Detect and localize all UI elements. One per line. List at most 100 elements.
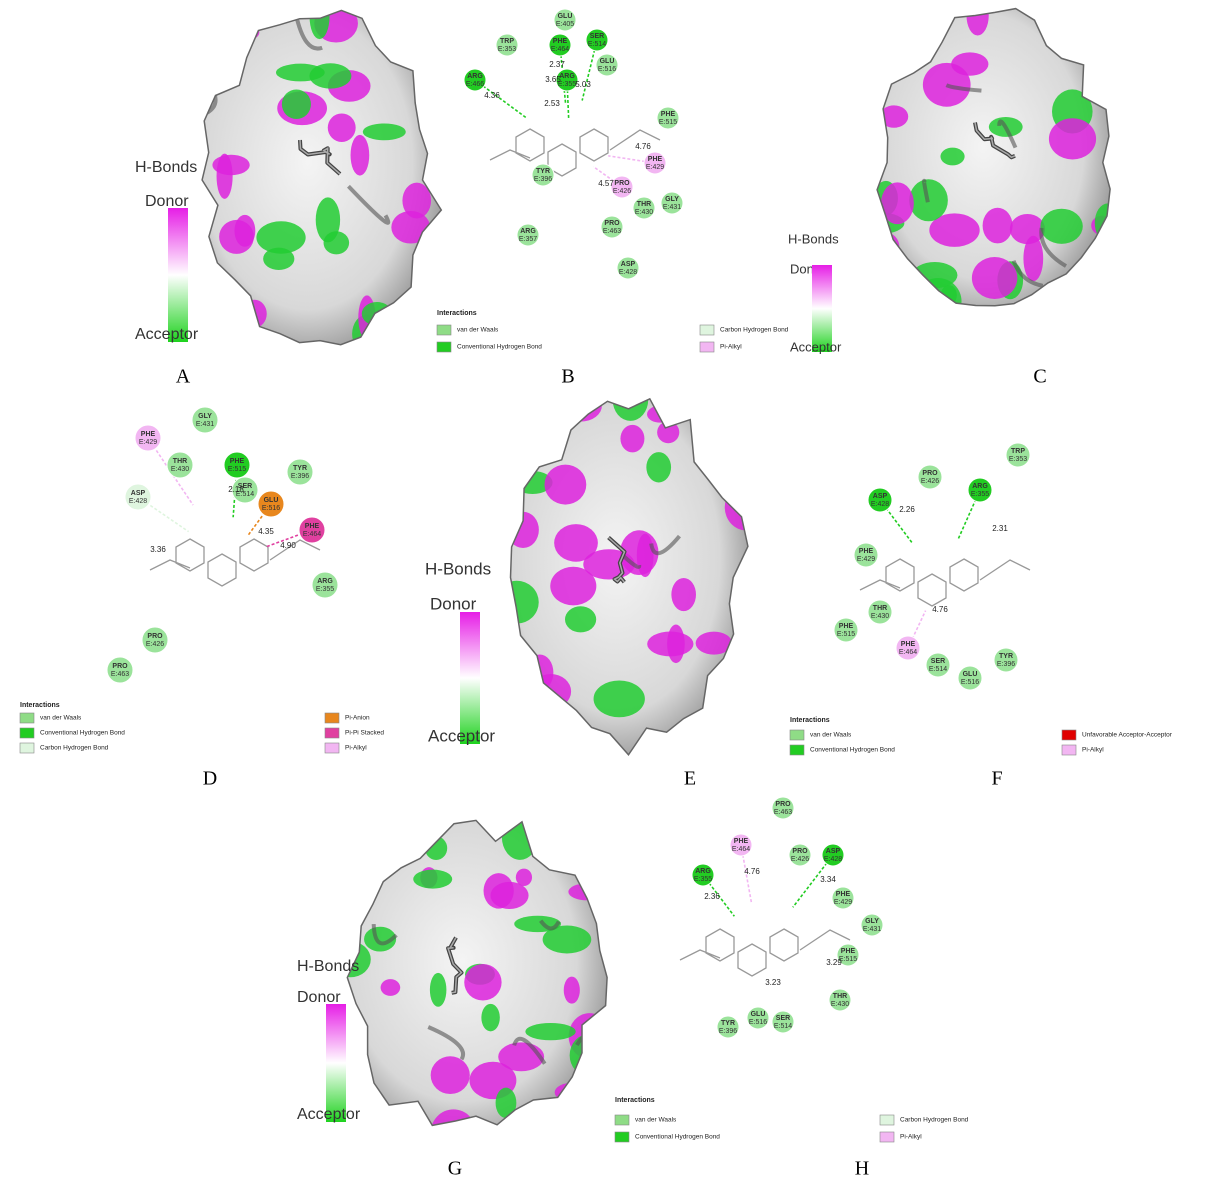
surface-patch bbox=[1049, 118, 1096, 159]
distance-label: 3.34 bbox=[820, 875, 836, 884]
legend-label: Unfavorable Acceptor-Acceptor bbox=[1082, 732, 1173, 739]
surface-ridge bbox=[222, 48, 243, 56]
hbond-legend-acceptor: Acceptor bbox=[428, 726, 495, 745]
panel-label: F bbox=[991, 768, 1002, 790]
residue-name: ARG bbox=[520, 228, 536, 235]
panel-label: B bbox=[561, 366, 574, 388]
surface-patch bbox=[1023, 236, 1043, 281]
residue-chain: E:405 bbox=[556, 21, 574, 28]
residue-chain: E:464 bbox=[899, 649, 917, 656]
residue-chain: E:429 bbox=[646, 164, 664, 171]
residue-chain: E:514 bbox=[588, 41, 606, 48]
residue-chain: E:463 bbox=[111, 671, 129, 678]
hbond-gradient bbox=[168, 208, 188, 342]
residue-chain: E:426 bbox=[146, 641, 164, 648]
residue-chain: E:426 bbox=[613, 188, 631, 195]
surface-patch bbox=[282, 89, 311, 119]
surface-patch bbox=[351, 135, 370, 176]
residue-chain: E:516 bbox=[598, 66, 616, 73]
ligand-skeleton bbox=[680, 929, 850, 976]
residue-name: PHE bbox=[836, 891, 851, 898]
legend-swatch bbox=[20, 713, 34, 723]
surface-ridge bbox=[734, 399, 749, 428]
hbond-legend-donor: Donor bbox=[297, 989, 341, 1006]
surface-patch bbox=[425, 836, 447, 860]
distance-label: 4.90 bbox=[280, 541, 296, 550]
residue-chain: E:431 bbox=[196, 421, 214, 428]
surface-patch bbox=[518, 717, 570, 753]
surface-patch bbox=[620, 425, 644, 453]
surface-patch bbox=[583, 549, 634, 579]
residue-chain: E:463 bbox=[603, 228, 621, 235]
surface-patch bbox=[430, 973, 447, 1007]
surface-patch bbox=[897, 0, 913, 43]
distance-label: 2.36 bbox=[704, 892, 720, 901]
surface-patch bbox=[404, 300, 445, 347]
legend-label: Pi-Pi Stacked bbox=[345, 730, 384, 737]
surface-patch bbox=[484, 873, 514, 909]
surface-ridge bbox=[469, 503, 510, 507]
distance-label: 4.36 bbox=[484, 91, 500, 100]
residue-chain: E:355 bbox=[694, 876, 712, 883]
surface-patch bbox=[510, 1130, 533, 1146]
figure: H-BondsDonorAcceptorAH-BondsDonorAccepto… bbox=[0, 0, 1225, 1180]
surface-patch bbox=[371, 325, 404, 347]
distance-label: 4.35 bbox=[258, 527, 274, 536]
residue-chain: E:353 bbox=[498, 46, 516, 53]
residue-name: THR bbox=[637, 201, 651, 208]
protein-surface bbox=[856, 0, 1121, 326]
distance-label: 3.29 bbox=[826, 958, 842, 967]
surface-patch bbox=[502, 814, 538, 860]
surface-patch bbox=[647, 632, 693, 657]
surface-patch bbox=[514, 437, 531, 484]
legend-swatch bbox=[325, 728, 339, 738]
residue-name: TYR bbox=[293, 465, 307, 472]
surface-patch bbox=[526, 654, 553, 690]
hbond-gradient bbox=[326, 1004, 346, 1122]
distance-label: 3.23 bbox=[765, 978, 781, 987]
surface-patch bbox=[548, 800, 594, 844]
surface-patch bbox=[207, 21, 259, 44]
legend-label: van der Waals bbox=[40, 715, 82, 722]
surface-patch bbox=[363, 123, 406, 140]
residue-name: PRO bbox=[792, 848, 808, 855]
residue-name: THR bbox=[873, 605, 887, 612]
surface-patch bbox=[583, 819, 608, 840]
residue-name: PHE bbox=[841, 948, 856, 955]
surface-ridge bbox=[204, 34, 223, 79]
surface-patch bbox=[484, 676, 533, 717]
residue-chain: E:428 bbox=[824, 856, 842, 863]
distance-label: 4.57 bbox=[598, 179, 614, 188]
residue-name: SER bbox=[776, 1015, 790, 1022]
residue-chain: E:516 bbox=[262, 505, 280, 512]
residue-chain: E:463 bbox=[774, 809, 792, 816]
residue-chain: E:464 bbox=[303, 531, 321, 538]
residue-chain: E:429 bbox=[857, 556, 875, 563]
residue-name: TYR bbox=[999, 653, 1013, 660]
surface-patch bbox=[912, 262, 957, 288]
panel-label: A bbox=[176, 366, 191, 388]
distance-label: 2.26 bbox=[899, 505, 915, 514]
legend-label: van der Waals bbox=[810, 732, 852, 739]
legend-title: Interactions bbox=[20, 702, 60, 709]
hbond-legend-acceptor: Acceptor bbox=[135, 326, 199, 343]
surface-ridge bbox=[456, 1124, 489, 1152]
surface-patch bbox=[217, 154, 233, 199]
residue-name: PHE bbox=[648, 156, 663, 163]
surface-patch bbox=[560, 389, 602, 421]
hbond-legend-title: H-Bonds bbox=[135, 159, 197, 176]
legend-label: van der Waals bbox=[457, 327, 499, 334]
residue-chain: E:464 bbox=[551, 46, 569, 53]
legend-swatch bbox=[615, 1132, 629, 1142]
residue-name: THR bbox=[173, 458, 187, 465]
legend-label: Conventional Hydrogen Bond bbox=[40, 730, 125, 737]
surface-ridge bbox=[1082, 54, 1107, 61]
surface-ridge bbox=[435, 146, 447, 160]
surface-patch bbox=[613, 379, 649, 421]
hbond-legend-acceptor: Acceptor bbox=[790, 339, 842, 354]
hbond-gradient bbox=[460, 612, 480, 744]
surface-patch bbox=[464, 964, 501, 1001]
surface-patch bbox=[324, 231, 350, 254]
surface-patch bbox=[496, 1088, 517, 1118]
residue-chain: E:426 bbox=[921, 478, 939, 485]
